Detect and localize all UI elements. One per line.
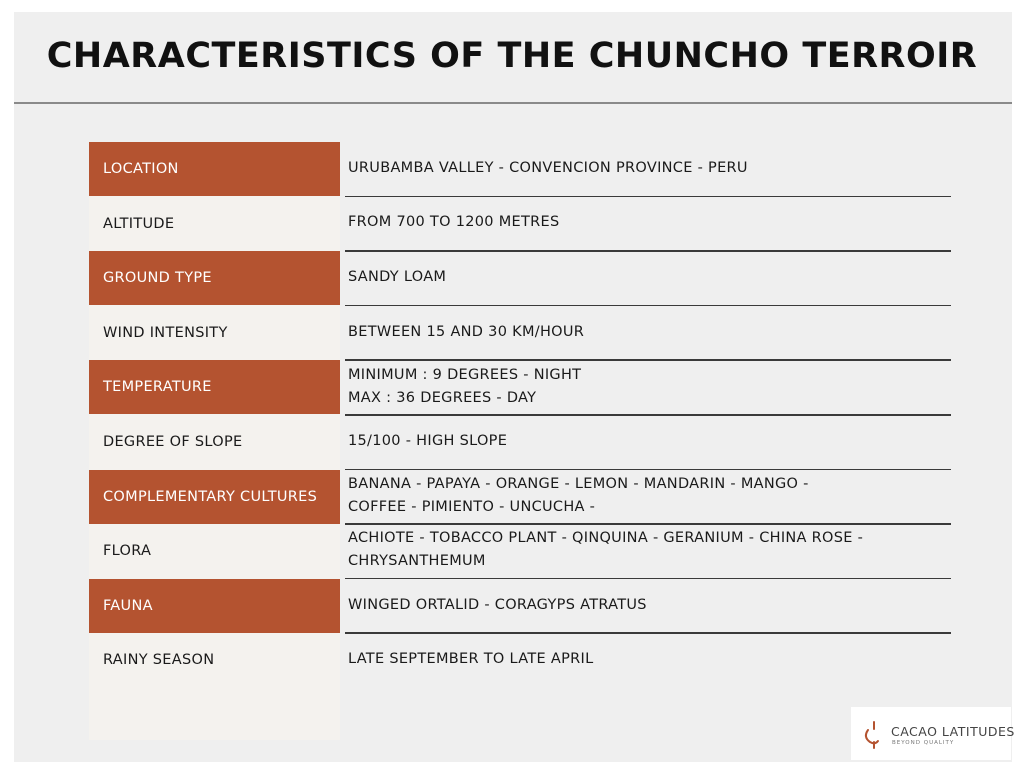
row-value: SANDY LOAM: [348, 251, 908, 304]
row-divider: [345, 359, 951, 361]
row-value: URUBAMBA VALLEY - CONVENCION PROVINCE - …: [348, 142, 908, 195]
row-value-line: WINGED ORTALID - CORAGYPS ATRATUS: [348, 596, 647, 613]
row-value-line: MINIMUM : 9 DEGREES - NIGHT: [348, 366, 582, 383]
row-value-line: BANANA - PAPAYA - ORANGE - LEMON - MANDA…: [348, 475, 809, 492]
row-divider: [345, 523, 951, 525]
row-value-line: MAX : 36 DEGREES - DAY: [348, 389, 537, 406]
row-value-line: SANDY LOAM: [348, 268, 447, 285]
row-divider: [345, 304, 951, 307]
row-divider: [345, 577, 951, 580]
row-value: 15/100 - HIGH SLOPE: [348, 415, 908, 468]
logo-name: CACAO LATITUDES: [891, 724, 1015, 739]
label-column-background: [89, 142, 340, 740]
row-value-line: 15/100 - HIGH SLOPE: [348, 432, 508, 449]
row-label: DEGREE OF SLOPE: [103, 434, 243, 450]
row-value: LATE SEPTEMBER TO LATE APRIL: [348, 633, 908, 686]
row-value-line: COFFEE - PIMIENTO - UNCUCHA -: [348, 498, 596, 515]
row-value-line: LATE SEPTEMBER TO LATE APRIL: [348, 651, 594, 668]
row-value: BETWEEN 15 AND 30 KM/HOUR: [348, 306, 908, 359]
row-value-line: FROM 700 TO 1200 METRES: [348, 214, 560, 231]
row-label: LOCATION: [89, 142, 340, 196]
row-divider: [345, 414, 951, 416]
page-title: CHARACTERISTICS OF THE CHUNCHO TERROIR: [46, 36, 978, 76]
row-label: ALTITUDE: [103, 215, 175, 232]
row-label: WIND INTENSITY: [103, 324, 228, 341]
row-label: COMPLEMENTARY CULTURES: [89, 469, 340, 524]
row-label: RAINY SEASON: [103, 652, 215, 669]
row-value: WINGED ORTALID - CORAGYPS ATRATUS: [348, 579, 908, 632]
row-label: TEMPERATURE: [89, 360, 340, 415]
title-divider: [14, 102, 1012, 104]
row-divider: [345, 468, 951, 471]
row-value: BANANA - PAPAYA - ORANGE - LEMON - MANDA…: [348, 470, 908, 523]
row-value-line: ACHIOTE - TOBACCO PLANT - QINQUINA - GER…: [348, 530, 864, 547]
row-value-line: CHRYSANTHEMUM: [348, 553, 486, 570]
cacao-pod-icon: [864, 721, 879, 749]
row-value: ACHIOTE - TOBACCO PLANT - QINQUINA - GER…: [348, 524, 908, 577]
brand-logo: CACAO LATITUDES BEYOND QUALITY: [851, 707, 1014, 760]
row-label: FLORA: [103, 543, 152, 560]
row-divider: [345, 195, 951, 198]
row-value-line: BETWEEN 15 AND 30 KM/HOUR: [348, 323, 585, 340]
row-value: FROM 700 TO 1200 METRES: [348, 197, 908, 250]
row-value: MINIMUM : 9 DEGREES - NIGHT MAX : 36 DEGR…: [348, 360, 908, 413]
logo-tagline: BEYOND QUALITY: [892, 740, 955, 746]
row-label: FAUNA: [89, 578, 340, 633]
row-divider: [345, 632, 951, 634]
row-value-line: URUBAMBA VALLEY - CONVENCION PROVINCE - …: [348, 159, 748, 176]
row-label: GROUND TYPE: [89, 251, 340, 306]
row-divider: [345, 250, 951, 252]
